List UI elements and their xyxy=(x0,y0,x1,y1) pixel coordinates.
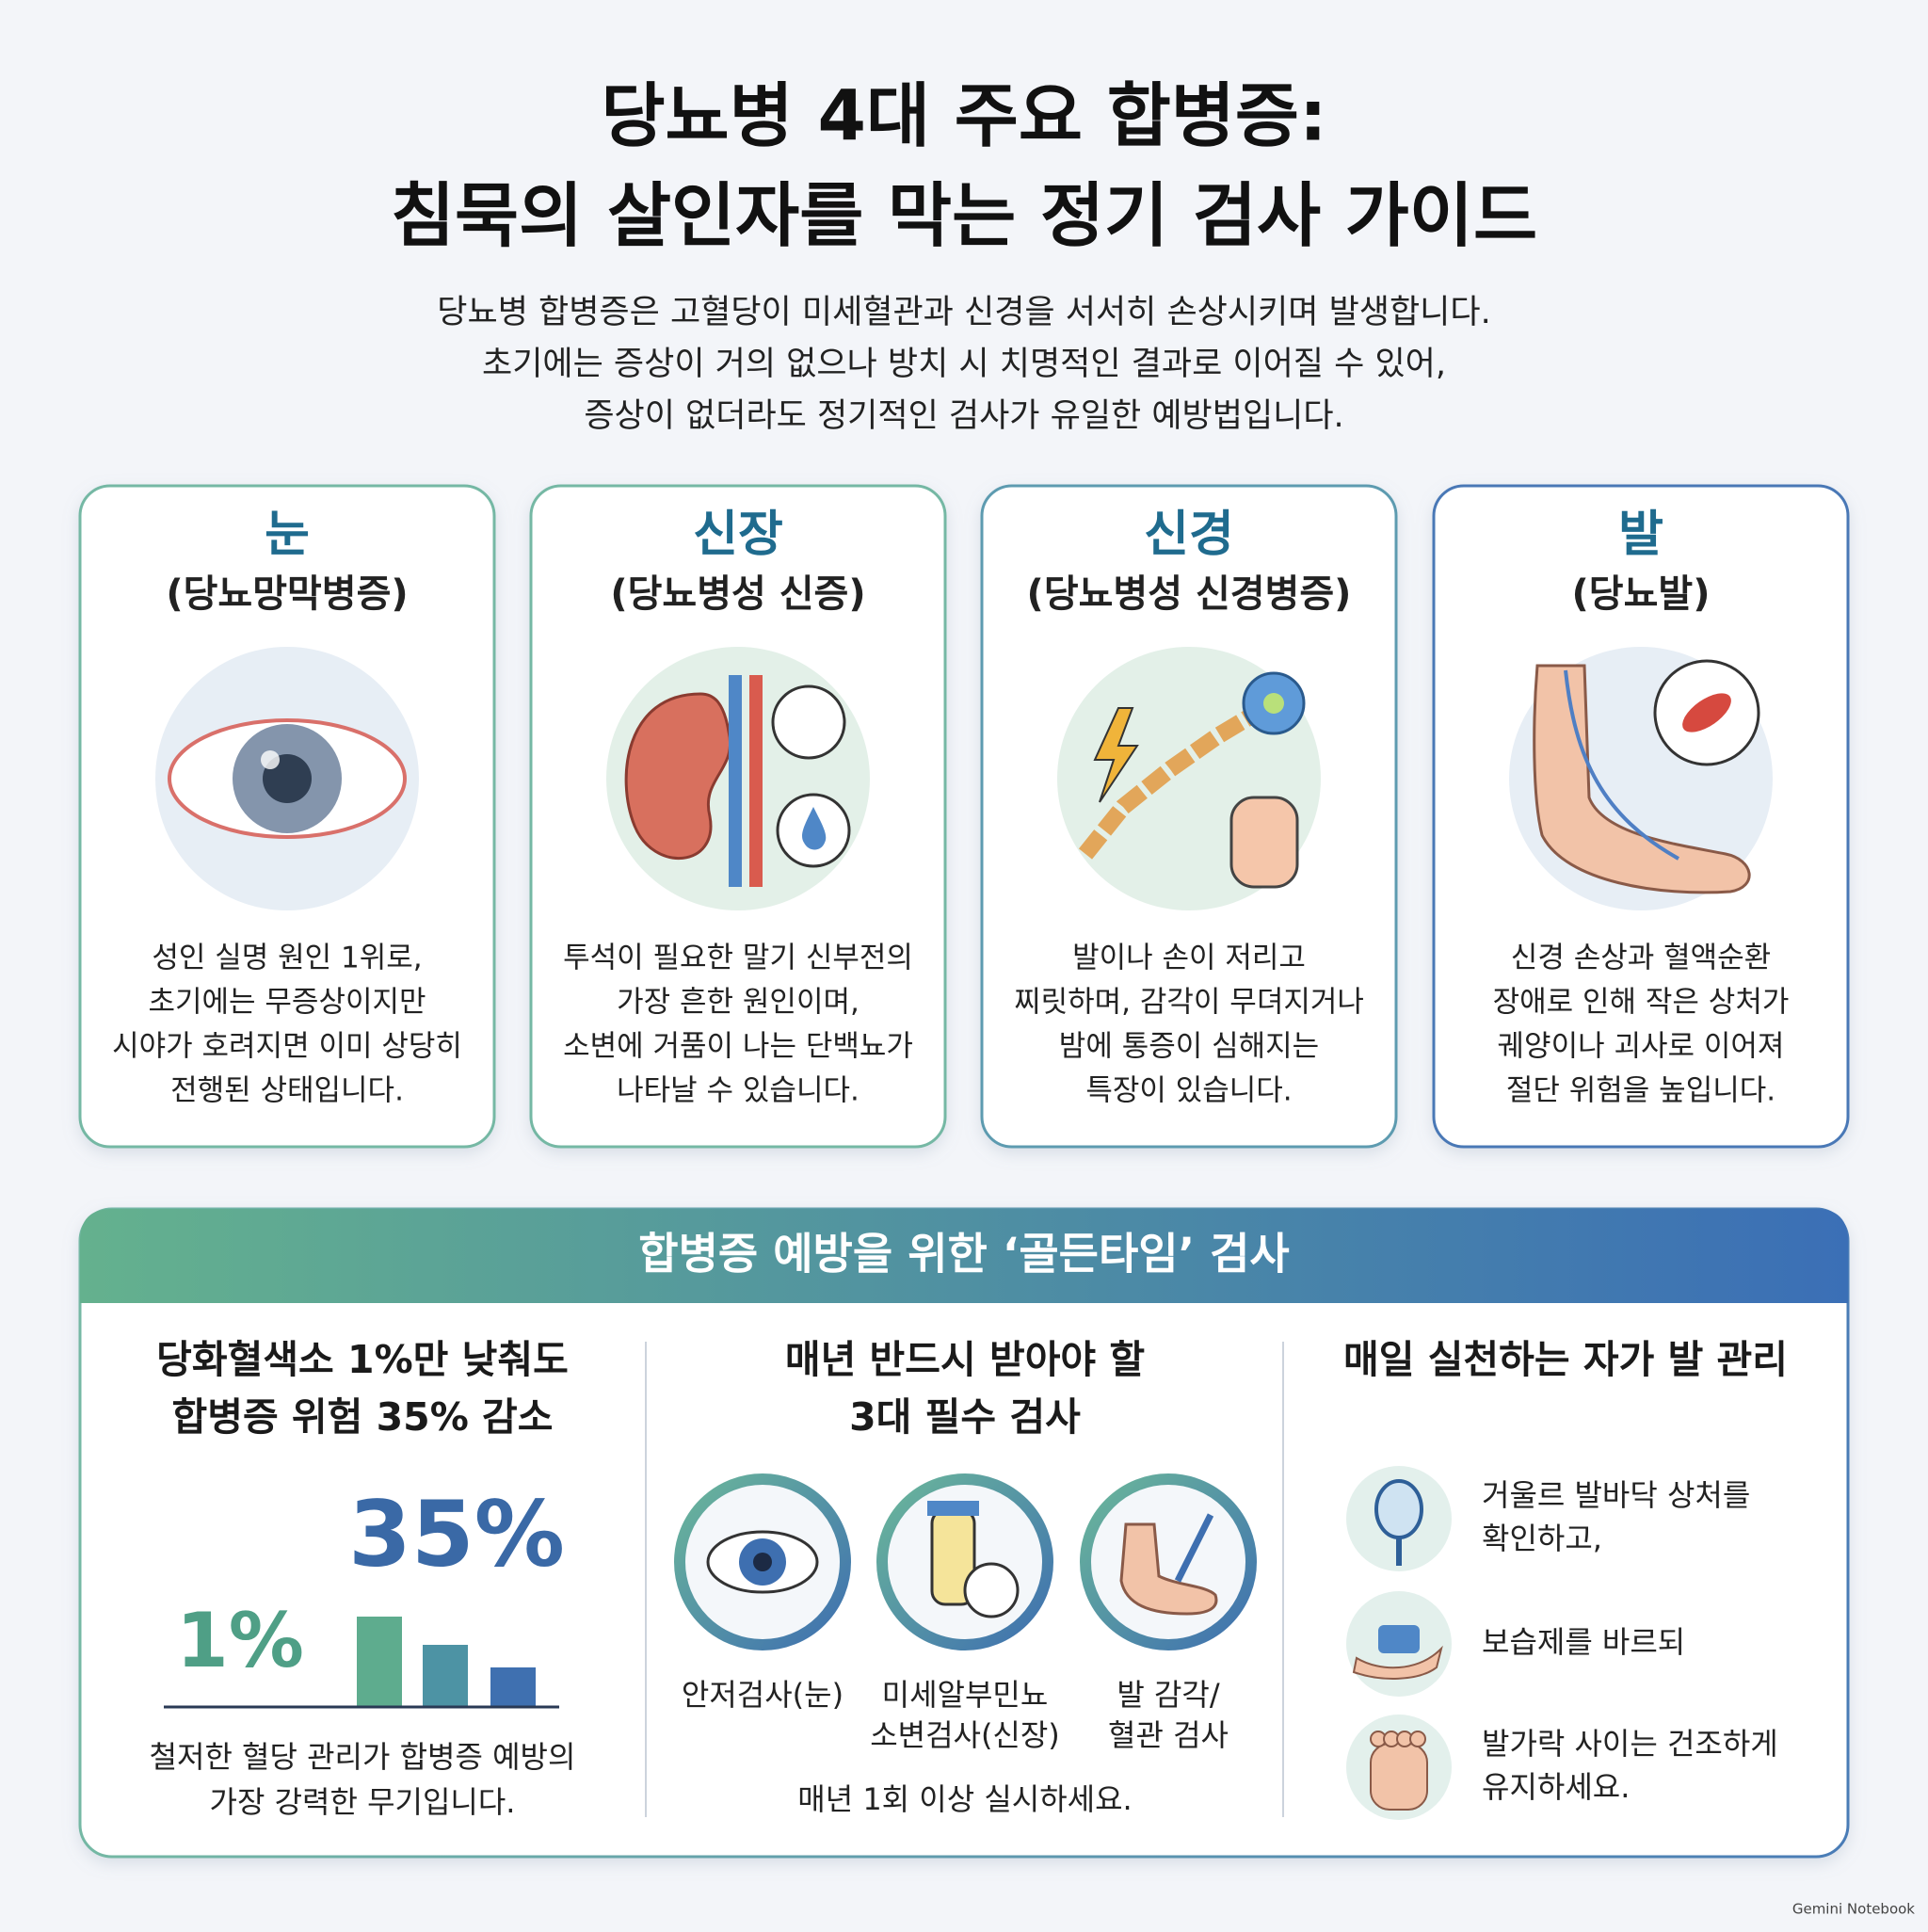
card-description: 밤에 통증이 심해지는 xyxy=(1059,1030,1319,1064)
intro-line: 증상이 없더라도 정기적인 검사가 유일한 예방법입니다. xyxy=(584,397,1343,435)
section-heading: 3대 필수 검사 xyxy=(849,1394,1081,1440)
card-description: 발이나 손이 저리고 xyxy=(1072,942,1306,975)
card-subtitle: (당뇨발) xyxy=(1572,572,1711,616)
test-label: 소변검사(신장) xyxy=(870,1717,1060,1753)
care-text: 발가락 사이는 건조하게 xyxy=(1482,1726,1778,1762)
bubble xyxy=(771,684,846,760)
care-icon xyxy=(1346,1466,1452,1571)
care-icon xyxy=(1346,1591,1452,1697)
card-title: 신경 xyxy=(1144,507,1234,563)
hand xyxy=(1352,1645,1443,1680)
care-text: 유지하세요. xyxy=(1482,1769,1630,1805)
card-description: 가장 흔한 원인이며, xyxy=(617,986,860,1020)
test-icon xyxy=(674,1473,851,1650)
section-note: 매년 1회 이상 실시하세요. xyxy=(797,1781,1132,1817)
vein xyxy=(1564,669,1679,861)
decor-bar xyxy=(357,1617,402,1707)
card-description: 장애로 인해 작은 상처가 xyxy=(1493,986,1790,1020)
card-icon xyxy=(1509,647,1773,910)
probe xyxy=(1174,1513,1214,1583)
care-text: 거울르 발바닥 상처를 xyxy=(1482,1477,1750,1513)
main-title: 당뇨병 4대 주요 합병증: xyxy=(601,76,1326,157)
section-note: 가장 강력한 무기입니다. xyxy=(210,1784,516,1820)
section-heading: 당화혈색소 1%만 낮춰도 xyxy=(156,1337,569,1382)
card-subtitle: (당뇨병성 신경병증) xyxy=(1027,572,1352,616)
drop-bubble xyxy=(963,1562,1020,1618)
panel-title: 합병증 예방을 위한 ‘골든타임’ 검사 xyxy=(638,1229,1290,1280)
section-heading: 합병증 위험 35% 감소 xyxy=(172,1394,554,1440)
nucleus xyxy=(1263,693,1284,714)
test-icon xyxy=(1080,1473,1257,1650)
card-description: 초기에는 무증상이지만 xyxy=(148,986,426,1020)
highlight xyxy=(261,750,280,769)
mirror xyxy=(1374,1479,1423,1539)
card-icon xyxy=(155,647,419,910)
section-heading: 매일 실천하는 자가 발 관리 xyxy=(1343,1337,1788,1382)
foot xyxy=(1370,1743,1428,1811)
footer-brand: Gemini Notebook xyxy=(1792,1901,1915,1918)
cap xyxy=(927,1501,979,1516)
jar xyxy=(1378,1625,1420,1653)
card-subtitle: (당뇨병성 신증) xyxy=(610,572,865,616)
card-description: 신경 손상과 혈액순환 xyxy=(1511,942,1771,975)
hand xyxy=(1229,796,1299,889)
test-label: 혈관 검사 xyxy=(1108,1717,1229,1753)
card-description: 소변에 거품이 나는 단백뇨가 xyxy=(563,1030,913,1064)
decor-bar xyxy=(490,1667,536,1707)
card-icon xyxy=(606,647,870,910)
decor-bar xyxy=(423,1645,468,1707)
card-description: 나타날 수 있습니다. xyxy=(617,1074,860,1108)
card-description: 궤양이나 괴사로 이어져 xyxy=(1498,1030,1785,1064)
stat-before: 1% xyxy=(176,1597,304,1684)
bolt xyxy=(1093,707,1139,803)
card-description: 특장이 있습니다. xyxy=(1085,1074,1292,1108)
care-icon xyxy=(1346,1715,1452,1820)
card-subtitle: (당뇨망막병증) xyxy=(166,572,408,616)
card-title: 눈 xyxy=(265,507,310,563)
card-description: 찌릿하며, 감각이 무뎌지거나 xyxy=(1014,986,1364,1020)
care-text: 보습제를 바르되 xyxy=(1482,1624,1685,1660)
card-description: 성인 실명 원인 1위로, xyxy=(152,942,422,975)
intro-line: 초기에는 증상이 거의 없으나 방치 시 치명적인 결과로 이어질 수 있어, xyxy=(482,346,1446,383)
test-icon xyxy=(876,1473,1053,1650)
card-description: 절단 위험을 높입니다. xyxy=(1506,1074,1775,1108)
pupil xyxy=(753,1553,772,1571)
card-description: 전행된 상태입니다. xyxy=(170,1074,404,1108)
drop xyxy=(802,807,827,850)
card-description: 투석이 필요한 말기 신부전의 xyxy=(563,942,913,975)
card-title: 발 xyxy=(1618,507,1663,563)
card-description: 시야가 호려지면 이미 상당히 xyxy=(112,1030,462,1064)
icon-ring xyxy=(1080,1473,1257,1650)
wound xyxy=(1682,693,1731,733)
test-label: 발 감각/ xyxy=(1117,1677,1219,1713)
section-heading: 매년 반드시 받아야 할 xyxy=(785,1337,1145,1382)
vessel xyxy=(729,675,742,887)
test-label: 안저검사(눈) xyxy=(682,1677,844,1713)
toe xyxy=(1409,1731,1426,1747)
main-title: 침묵의 살인자를 막는 정기 검사 가이드 xyxy=(391,176,1537,257)
foot xyxy=(1533,664,1751,894)
vessel xyxy=(749,675,763,887)
kidney xyxy=(624,692,732,860)
foot xyxy=(1119,1522,1218,1616)
test-label: 미세알부민뇨 xyxy=(882,1677,1049,1713)
card-title: 신장 xyxy=(693,507,783,563)
card-icon xyxy=(1057,647,1321,910)
section-note: 철저한 혈당 관리가 합병증 예방의 xyxy=(150,1739,576,1775)
intro-line: 당뇨병 합병증은 고혈당이 미세혈관과 신경을 서서히 손상시키며 발생합니다. xyxy=(437,294,1490,331)
panel-band xyxy=(80,1209,1848,1303)
axon xyxy=(1078,700,1269,860)
care-text: 확인하고, xyxy=(1482,1521,1602,1556)
stat-after: 35% xyxy=(348,1481,565,1586)
